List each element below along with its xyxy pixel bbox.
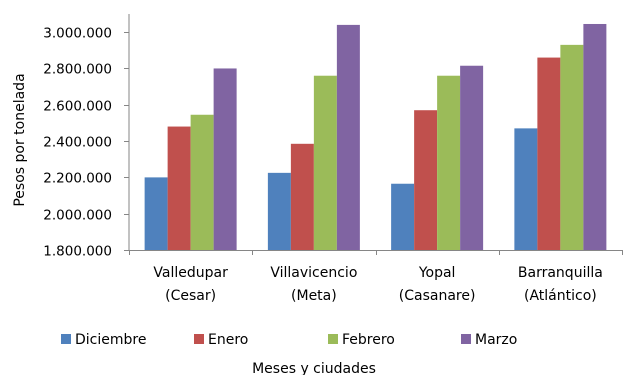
y-tick-label: 2.200.000 [43,171,112,187]
y-tick-label: 2.400.000 [43,135,112,151]
x-category-label: (Atlántico) [524,288,597,304]
bar-febrero-3 [560,44,584,250]
bar-marzo-0 [213,68,237,250]
bar-enero-0 [167,126,191,250]
y-tick-label: 1.800.000 [43,244,112,260]
y-tick-label: 2.800.000 [43,62,112,78]
y-axis: 1.800.000 2.000.000 2.200.000 2.400.000 2.60… [43,14,130,260]
legend-label-febrero: Febrero [342,332,395,348]
bar-enero-2 [414,110,438,250]
x-category-label: Barranquilla [518,265,603,281]
y-axis-title: Pesos por tonelada [12,73,28,206]
x-axis-title: Meses y ciudades [252,361,376,375]
x-category-label: Yopal [418,265,456,281]
x-axis: Valledupar (Cesar) Villavicencio (Meta) Yopa… [129,250,623,304]
legend-swatch-diciembre [61,334,71,344]
y-tick-label: 3.000.000 [43,26,112,42]
bar-febrero-0 [190,114,214,250]
legend-swatch-enero [194,334,204,344]
bars [144,23,607,251]
bar-enero-1 [290,143,314,250]
legend-label-diciembre: Diciembre [75,332,146,348]
bar-marzo-2 [460,65,484,250]
bar-febrero-1 [313,75,337,250]
bar-febrero-2 [437,75,461,250]
legend-swatch-febrero [328,334,338,344]
bar-enero-3 [537,57,561,250]
bar-marzo-1 [336,24,360,251]
x-category-label: Villavicencio [270,265,357,281]
y-tick-label: 2.600.000 [43,99,112,115]
bar-marzo-3 [583,23,607,250]
bar-diciembre-0 [144,177,168,250]
legend-label-enero: Enero [208,332,248,348]
x-category-label: (Cesar) [165,288,216,304]
bar-diciembre-1 [267,172,291,250]
bar-diciembre-3 [514,128,538,250]
legend-swatch-marzo [461,334,471,344]
x-category-label: (Casanare) [399,288,476,304]
legend: Diciembre Enero Febrero Marzo [61,332,517,348]
x-category-label: Valledupar [153,265,228,281]
x-category-label: (Meta) [291,288,337,304]
legend-label-marzo: Marzo [475,332,517,348]
y-tick-label: 2.000.000 [43,208,112,224]
bar-diciembre-2 [391,183,415,250]
